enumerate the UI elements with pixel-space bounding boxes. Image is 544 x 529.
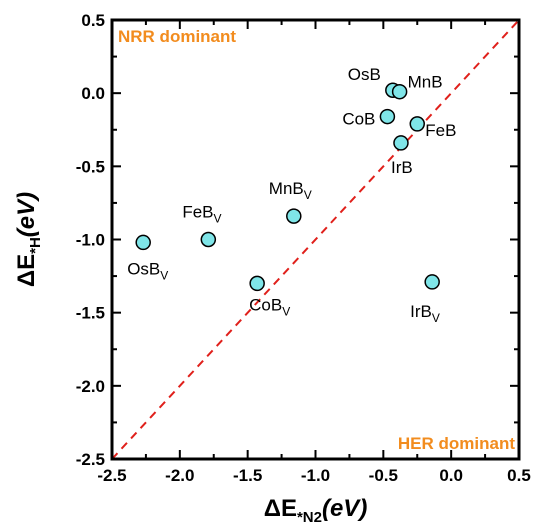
data-point-label: FeB bbox=[425, 121, 456, 140]
data-point-marker bbox=[409, 116, 425, 132]
x-tick-label: -1.5 bbox=[233, 466, 262, 485]
data-point-marker bbox=[286, 208, 302, 224]
y-axis-title-subscript: *H bbox=[27, 237, 44, 254]
x-tick-label: -2.5 bbox=[97, 466, 126, 485]
parity-diagonal-line bbox=[111, 19, 520, 460]
data-point-label: IrB bbox=[391, 158, 413, 177]
data-point-marker bbox=[393, 135, 409, 151]
y-tick-label: -2.0 bbox=[76, 377, 105, 396]
y-tick-label: -1.0 bbox=[76, 231, 105, 250]
x-axis-title: ΔE*N2(eV) bbox=[264, 495, 368, 526]
x-tick-labels: -2.5 -2.0 -1.5 -1.0 -0.5 0.0 0.5 bbox=[97, 466, 530, 485]
data-point-label: OsBV bbox=[127, 259, 168, 282]
data-points: OsB MnB CoB FeB IrB MnBV FeBV OsBV CoBV IrBV bbox=[127, 65, 456, 325]
her-dominant-annotation: HER dominant bbox=[398, 434, 515, 453]
data-point-label: CoBV bbox=[249, 295, 290, 318]
data-point-label: IrBV bbox=[410, 302, 440, 325]
data-point-label: OsB bbox=[348, 65, 381, 84]
data-point-label: MnB bbox=[408, 73, 443, 92]
x-tick-label: 0.0 bbox=[439, 466, 463, 485]
x-tick-label: -2.0 bbox=[165, 466, 194, 485]
x-tick-label: 0.5 bbox=[507, 466, 531, 485]
data-point-label: CoB bbox=[342, 110, 375, 129]
data-point-label: FeBV bbox=[182, 203, 221, 226]
data-point-marker bbox=[135, 234, 151, 251]
y-tick-label: -1.5 bbox=[76, 304, 105, 323]
x-axis-title-subscript: *N2 bbox=[297, 509, 322, 526]
y-axis-title-unit: (eV) bbox=[13, 192, 40, 237]
y-tick-labels: -2.5 -2.0 -1.5 -1.0 -0.5 0.0 0.5 bbox=[76, 11, 105, 469]
y-axis-title-prefix: ΔE bbox=[13, 254, 40, 287]
data-point-marker bbox=[200, 231, 217, 248]
y-tick-label: -0.5 bbox=[76, 157, 105, 176]
y-tick-label: 0.0 bbox=[81, 84, 105, 103]
x-axis-title-unit: (eV) bbox=[322, 495, 367, 522]
data-point-label: MnBV bbox=[269, 179, 312, 202]
data-point-marker bbox=[379, 108, 396, 125]
y-axis-title: ΔE*H(eV) bbox=[13, 192, 44, 287]
plot-frame bbox=[110, 18, 521, 461]
nrr-dominant-annotation: NRR dominant bbox=[118, 27, 236, 46]
x-axis-title-prefix: ΔE bbox=[264, 495, 297, 522]
data-point-marker bbox=[249, 275, 265, 292]
y-tick-label: -2.5 bbox=[76, 450, 105, 469]
data-point-marker bbox=[424, 274, 440, 290]
x-tick-label: -1.0 bbox=[301, 466, 330, 485]
data-point-marker bbox=[391, 83, 408, 100]
y-tick-label: 0.5 bbox=[81, 11, 105, 30]
x-tick-label: -0.5 bbox=[369, 466, 398, 485]
